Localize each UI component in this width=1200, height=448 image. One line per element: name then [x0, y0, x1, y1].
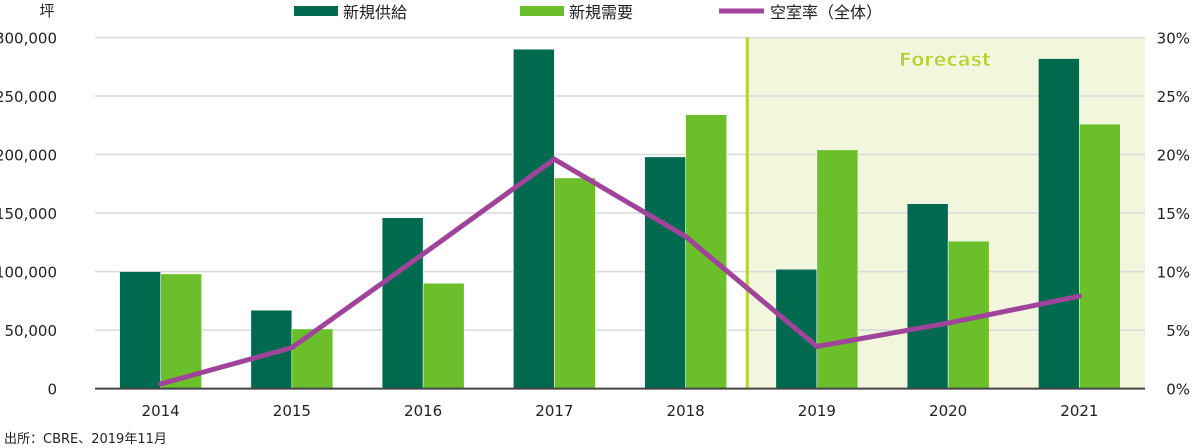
y-tick-left: 300,000: [0, 30, 57, 48]
y-tick-right: 15%: [1157, 205, 1190, 223]
y-tick-right: 0%: [1166, 381, 1190, 399]
x-tick-label: 2016: [404, 402, 442, 420]
bar-supply-2021: [1038, 58, 1080, 389]
x-tick-label: 2015: [273, 402, 311, 420]
x-tick-label: 2020: [929, 402, 967, 420]
y-tick-left: 50,000: [5, 322, 58, 340]
y-tick-left: 200,000: [0, 147, 57, 165]
bar-supply-2014: [119, 271, 161, 389]
y-tick-right: 30%: [1157, 30, 1190, 48]
y-tick-right: 10%: [1157, 264, 1190, 282]
x-tick-label: 2021: [1060, 402, 1098, 420]
y-tick-left: 100,000: [0, 264, 57, 282]
legend-label-demand: 新規需要: [569, 3, 633, 22]
legend-swatch-demand: [520, 6, 564, 16]
x-tick-label: 2014: [142, 402, 180, 420]
y-tick-right: 5%: [1166, 322, 1190, 340]
bar-supply-2018: [644, 156, 686, 389]
y-tick-left: 250,000: [0, 88, 57, 106]
x-tick-label: 2017: [535, 402, 573, 420]
chart: 0 0% 50,000 5% 100,000 10% 150,000 15% 200,000 20…: [0, 2, 1190, 420]
bar-demand-2015: [291, 328, 334, 389]
bar-demand-2019: [816, 149, 859, 389]
legend-label-vacancy: 空室率（全体）: [770, 3, 882, 22]
legend-label-supply: 新規供給: [343, 3, 407, 22]
y-tick-left: 150,000: [0, 205, 57, 223]
bar-supply-2016: [381, 217, 424, 389]
bar-demand-2021: [1079, 123, 1121, 389]
x-tick-label: 2018: [667, 402, 705, 420]
y-axis-unit: 坪: [39, 2, 54, 20]
x-tick-label: 2019: [798, 402, 836, 420]
y-tick-right: 25%: [1157, 88, 1190, 106]
bar-demand-2016: [422, 283, 465, 389]
bar-demand-2014: [160, 273, 202, 389]
y-tick-left: 0: [47, 381, 57, 399]
source-note: 出所：CBRE、2019年11月: [4, 432, 167, 447]
forecast-label: Forecast: [899, 49, 991, 71]
vacancy-rate-line: [158, 156, 1082, 387]
bar-supply-2017: [513, 48, 555, 389]
bar-supply-2020: [906, 203, 949, 389]
legend-swatch-supply: [294, 6, 338, 16]
y-tick-right: 20%: [1157, 147, 1190, 165]
bar-demand-2017: [554, 177, 596, 389]
